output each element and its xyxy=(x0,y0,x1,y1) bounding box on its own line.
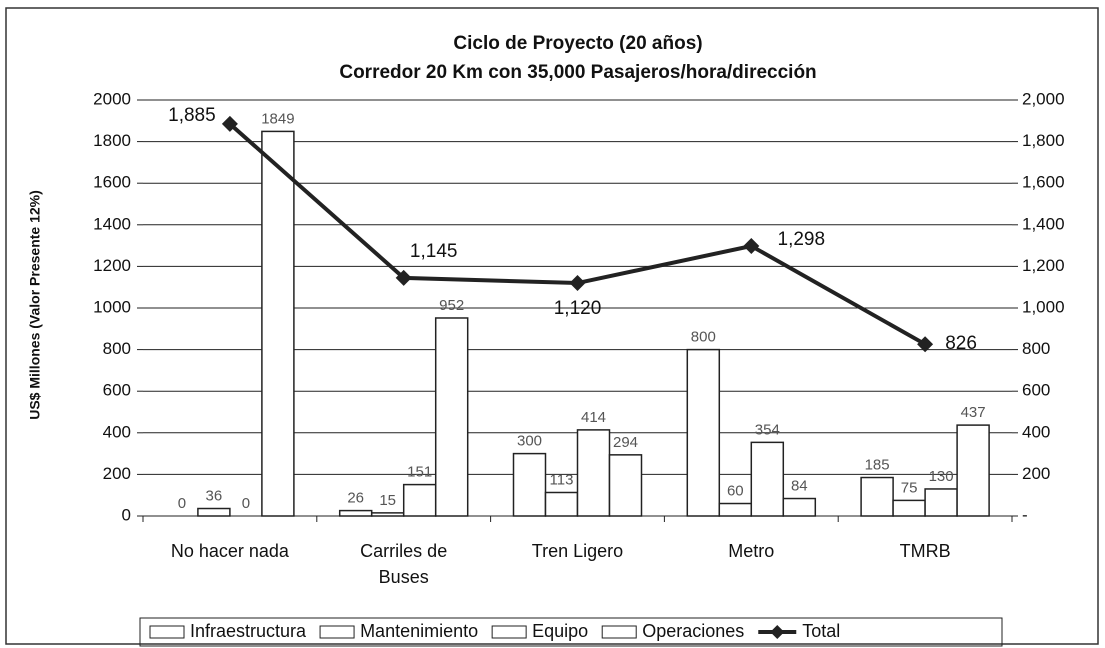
legend-label: Infraestructura xyxy=(190,621,307,641)
bar-value-label: 414 xyxy=(581,409,606,426)
bar-value-label: 294 xyxy=(613,434,638,451)
x-tick-label: Metro xyxy=(728,541,775,561)
bar-value-label: 800 xyxy=(691,329,716,346)
y-tick-label: 1800 xyxy=(93,131,131,150)
bar-value-label: 185 xyxy=(865,456,890,473)
bar-value-label: 1849 xyxy=(261,110,294,127)
bar xyxy=(718,502,753,517)
bar-value-label: 130 xyxy=(929,468,954,485)
legend-swatch xyxy=(601,625,637,639)
legend-label: Mantenimiento xyxy=(360,621,478,641)
chart-title: Ciclo de Proyecto (20 años) xyxy=(453,33,702,54)
bar-value-label: 15 xyxy=(379,492,396,509)
y2-tick-label: 1,800 xyxy=(1022,131,1065,150)
legend-swatch xyxy=(149,625,185,639)
chart-subtitle: Corredor 20 Km con 35,000 Pasajeros/hora… xyxy=(339,62,816,83)
bar-value-label: 151 xyxy=(407,464,432,481)
legend-swatch xyxy=(491,625,527,639)
y-tick-label: 1400 xyxy=(93,214,131,233)
x-tick-label: Carriles de Buses xyxy=(360,541,448,587)
bar xyxy=(956,424,990,517)
legend-swatch xyxy=(319,625,355,639)
bar xyxy=(924,488,958,517)
bar xyxy=(860,476,894,517)
legend-label: Total xyxy=(802,621,840,641)
x-tick-label: No hacer nada xyxy=(170,541,289,561)
line-value-label: 1,885 xyxy=(168,105,216,126)
line-marker xyxy=(221,115,238,132)
bar xyxy=(782,497,817,517)
bar xyxy=(686,348,721,517)
y-axis-label: US$ Millones (Valor Presente 12%) xyxy=(27,190,43,420)
legend-label: Operaciones xyxy=(642,621,744,641)
bar-value-label: 354 xyxy=(755,421,780,438)
y2-tick-label: 800 xyxy=(1022,339,1050,358)
legend-frame xyxy=(139,617,1003,647)
y2-tick-label: 200 xyxy=(1022,464,1050,483)
bar xyxy=(197,507,231,517)
legend-swatch xyxy=(770,625,785,639)
y2-tick-label: - xyxy=(1022,505,1028,524)
bar xyxy=(261,130,295,517)
bar-value-label: 60 xyxy=(727,482,744,499)
bar xyxy=(608,454,643,517)
line-value-label: 1,145 xyxy=(410,241,458,262)
x-tick-label: Tren Ligero xyxy=(531,541,624,561)
bar xyxy=(750,441,785,517)
y-tick-label: 1600 xyxy=(93,173,131,192)
line-value-label: 826 xyxy=(945,333,977,354)
line-marker xyxy=(917,336,934,353)
line-marker xyxy=(569,275,586,292)
y2-tick-label: 600 xyxy=(1022,381,1050,400)
y-tick-label: 0 xyxy=(122,505,131,524)
line-marker xyxy=(743,238,760,255)
y2-tick-label: 1,000 xyxy=(1022,297,1065,316)
line-marker xyxy=(395,269,412,286)
y-tick-label: 2000 xyxy=(93,89,131,108)
bar xyxy=(402,483,437,517)
bar-value-label: 437 xyxy=(961,404,986,421)
line-value-label: 1,298 xyxy=(778,229,826,250)
bar-value-label: 36 xyxy=(206,487,223,504)
bar-value-label: 84 xyxy=(791,477,808,494)
y-tick-label: 1000 xyxy=(93,297,131,316)
bar xyxy=(576,429,611,517)
bar-value-label: 75 xyxy=(901,479,918,496)
bar-value-label: 0 xyxy=(178,495,186,512)
y-tick-label: 1200 xyxy=(93,256,131,275)
x-tick-label: TMRB xyxy=(899,541,951,561)
bar xyxy=(338,509,373,517)
bar-value-label: 113 xyxy=(550,471,574,488)
bar xyxy=(434,317,469,517)
bar xyxy=(892,499,926,517)
bar-value-label: 952 xyxy=(439,297,464,314)
y2-tick-label: 400 xyxy=(1022,422,1050,441)
y2-tick-label: 1,600 xyxy=(1022,173,1065,192)
line-value-label: 1,120 xyxy=(554,298,602,319)
y2-tick-label: 2,000 xyxy=(1022,89,1065,108)
bar xyxy=(512,452,547,517)
bar-value-label: 26 xyxy=(347,490,364,507)
y-tick-label: 600 xyxy=(103,381,131,400)
y-tick-label: 400 xyxy=(103,422,131,441)
bar xyxy=(544,491,579,517)
bar xyxy=(370,512,405,517)
bar-value-label: 300 xyxy=(517,433,542,450)
y2-tick-label: 1,200 xyxy=(1022,256,1065,275)
y2-tick-label: 1,400 xyxy=(1022,214,1065,233)
y-tick-label: 200 xyxy=(103,464,131,483)
chart-frame xyxy=(5,7,1099,645)
legend-label: Equipo xyxy=(532,621,588,641)
bar-value-label: 0 xyxy=(242,495,250,512)
y-tick-label: 800 xyxy=(103,339,131,358)
